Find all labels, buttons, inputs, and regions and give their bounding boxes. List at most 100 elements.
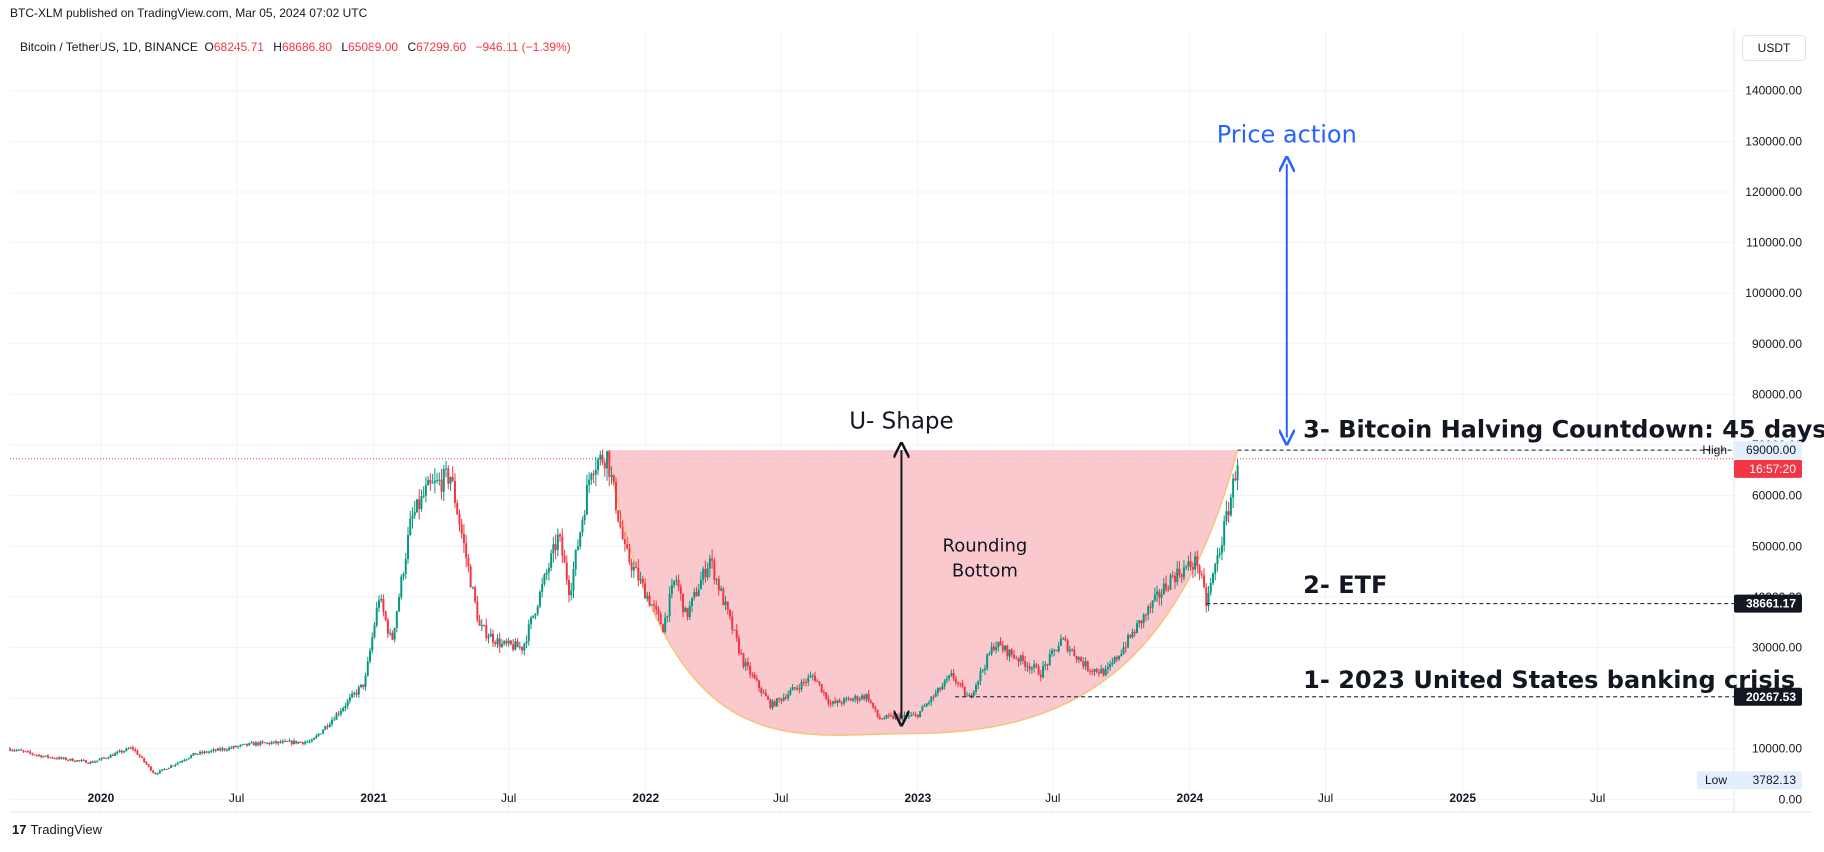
candle-body xyxy=(1039,674,1042,678)
candle-body xyxy=(1200,573,1203,576)
brand-name: TradingView xyxy=(30,822,103,837)
candle-body xyxy=(328,724,331,727)
candle-body xyxy=(787,694,790,699)
candle-body xyxy=(673,580,676,586)
candle-body xyxy=(339,710,342,714)
candle-body xyxy=(869,701,872,703)
candle-body xyxy=(903,714,906,717)
candle-body xyxy=(476,601,479,621)
candle-body xyxy=(187,757,190,760)
rounding-label: Rounding xyxy=(943,535,1028,556)
candle-body xyxy=(740,652,743,654)
candle-body xyxy=(232,745,235,748)
candle-body xyxy=(456,502,459,515)
candle-body xyxy=(729,609,732,617)
candle-body xyxy=(489,633,492,637)
candle-body xyxy=(1024,660,1027,667)
candle-body xyxy=(807,677,810,683)
time-tick-label: 2024 xyxy=(1177,791,1204,805)
candle-body xyxy=(409,518,412,536)
candle-body xyxy=(351,693,354,698)
candle-body xyxy=(1030,667,1033,670)
candle-body xyxy=(825,692,828,699)
candle-body xyxy=(543,574,546,584)
open-value: 68245.71 xyxy=(213,40,264,54)
candle-body xyxy=(474,587,477,602)
candle-body xyxy=(655,605,658,610)
time-tick-label: Jul xyxy=(773,791,788,805)
candle-body xyxy=(40,755,43,758)
candle-body xyxy=(272,741,275,743)
candle-body xyxy=(1211,573,1214,583)
candle-body xyxy=(755,678,758,681)
candle-body xyxy=(467,557,470,567)
candle-body xyxy=(592,473,595,475)
candle-body xyxy=(1028,666,1031,670)
candle-body xyxy=(599,454,602,460)
candle-body xyxy=(1017,658,1020,662)
candle-body xyxy=(47,755,50,758)
candle-body xyxy=(547,567,550,573)
candle-body xyxy=(1122,647,1125,654)
candle-body xyxy=(1165,583,1168,590)
candle-body xyxy=(939,687,942,690)
candle-body xyxy=(11,750,14,752)
candle-body xyxy=(1127,635,1130,648)
candle-body xyxy=(315,735,318,738)
candle-body xyxy=(858,699,861,701)
currency-selector[interactable]: USDT xyxy=(1742,35,1806,61)
candle-body xyxy=(377,600,380,608)
candle-body xyxy=(322,729,325,734)
candle-body xyxy=(297,741,300,744)
candle-body xyxy=(268,742,271,745)
candle-body xyxy=(116,751,119,754)
candle-body xyxy=(216,748,219,751)
candle-body xyxy=(981,669,984,672)
candle-body xyxy=(885,715,888,719)
candle-body xyxy=(418,499,421,510)
candle-body xyxy=(154,772,157,775)
candle-body xyxy=(612,475,615,482)
candle-body xyxy=(259,741,262,745)
countdown-badge: 16:57:20 xyxy=(1734,459,1802,478)
candle-body xyxy=(505,641,508,644)
candle-body xyxy=(105,757,108,759)
tradingview-brand[interactable]: 17 TradingView xyxy=(12,822,102,837)
close-label: C xyxy=(407,40,417,54)
candle-body xyxy=(1059,638,1062,646)
time-tick-label: 2025 xyxy=(1449,791,1476,805)
candle-body xyxy=(462,533,465,544)
candle-body xyxy=(279,741,282,743)
candle-body xyxy=(934,692,937,697)
candle-body xyxy=(932,696,935,698)
candle-body xyxy=(277,741,280,744)
candle-body xyxy=(275,741,278,744)
candle-body xyxy=(619,521,622,528)
candle-body xyxy=(1207,592,1210,607)
candle-body xyxy=(469,566,472,588)
high-marker: High 69000.00 xyxy=(1702,441,1802,460)
candle-body xyxy=(876,709,879,717)
candle-body xyxy=(1153,594,1156,601)
candle-body xyxy=(603,462,606,469)
candle-body xyxy=(335,713,338,720)
candle-body xyxy=(822,692,825,694)
candle-body xyxy=(1124,647,1127,649)
candle-body xyxy=(1209,582,1212,593)
candle-body xyxy=(753,674,756,679)
candle-body xyxy=(561,536,564,556)
candle-body xyxy=(536,606,539,614)
candle-body xyxy=(485,625,488,638)
candle-body xyxy=(775,698,778,707)
candle-body xyxy=(26,751,29,753)
candle-body xyxy=(527,624,530,642)
candle-body xyxy=(874,707,877,710)
candle-body xyxy=(237,746,240,748)
candle-body xyxy=(208,751,211,753)
candle-body xyxy=(431,482,434,484)
candle-body xyxy=(35,754,38,756)
candle-body xyxy=(664,617,667,633)
candle-body xyxy=(402,573,405,577)
candle-body xyxy=(851,698,854,701)
